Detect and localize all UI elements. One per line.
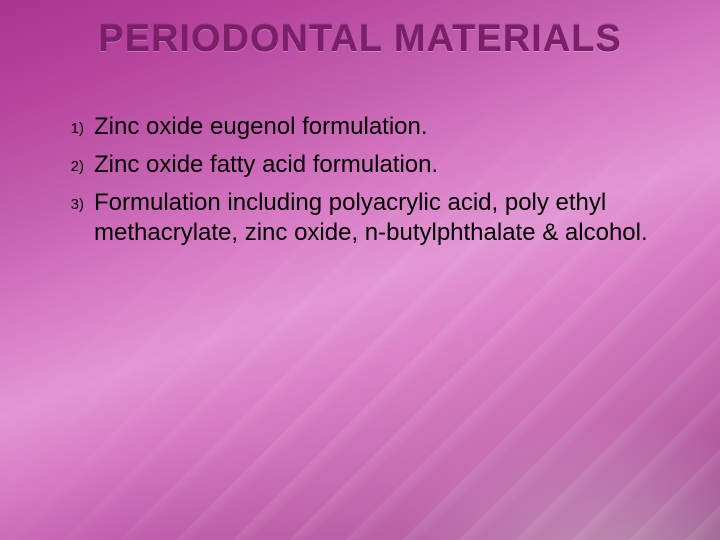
list-item: Zinc oxide eugenol formulation. <box>94 112 680 144</box>
list-item: Formulation including polyacrylic acid, … <box>94 188 680 248</box>
numbered-list: 1) Zinc oxide eugenol formulation. 2) Zi… <box>46 112 680 248</box>
list-item: Zinc oxide fatty acid formulation. <box>94 150 680 182</box>
slide: PERIODONTAL MATERIALS 1) Zinc oxide euge… <box>0 0 720 540</box>
list-marker: 1) <box>46 112 84 144</box>
background-rays <box>0 0 720 540</box>
slide-body: 1) Zinc oxide eugenol formulation. 2) Zi… <box>46 112 680 248</box>
slide-title: PERIODONTAL MATERIALS <box>0 18 720 61</box>
list-marker: 2) <box>46 150 84 182</box>
list-marker: 3) <box>46 188 84 248</box>
